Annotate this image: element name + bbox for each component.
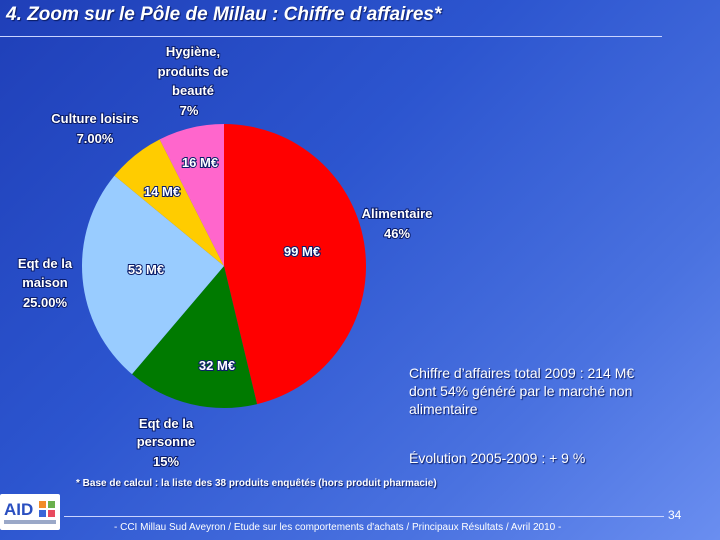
- label-maison-line1: Eqt de la: [18, 256, 73, 271]
- pie-slice-maison: [81, 175, 224, 375]
- slice-label-maison: Eqt de la maison 25.00%: [17, 255, 74, 311]
- label-alimentaire-line1: Alimentaire: [362, 206, 433, 221]
- label-culture-line1: Culture loisirs: [51, 111, 138, 126]
- pie-slice-alimentaire: [224, 124, 366, 405]
- value-label-hygiene: 16 M€: [182, 155, 218, 170]
- title-divider: [0, 36, 662, 37]
- slice-label-alimentaire: Alimentaire 46%: [361, 205, 434, 242]
- pie-slice-hygiene: [159, 124, 224, 266]
- label-personne-line3: 15%: [153, 454, 179, 469]
- summary-line-1: Chiffre d’affaires total 2009 : 214 M€: [409, 365, 635, 381]
- label-culture-line2: 7.00%: [77, 131, 114, 146]
- page-number: 34: [668, 508, 682, 522]
- slice-label-culture: Culture loisirs 7.00%: [50, 110, 139, 147]
- slice-label-hygiene: Hygiène, produits de beauté 7%: [157, 43, 230, 119]
- logo-text: AID: [4, 500, 34, 519]
- footer-text: - CCI Millau Sud Aveyron / Etude sur les…: [114, 522, 562, 533]
- pie-slice-culture: [114, 139, 224, 266]
- value-label-culture: 14 M€: [144, 184, 180, 199]
- logo-subline: [4, 520, 56, 524]
- label-personne-line2: personne: [137, 434, 196, 449]
- footer-divider: [64, 516, 664, 517]
- label-hygiene-line2: produits de: [158, 64, 229, 79]
- aid-logo: AID: [0, 494, 60, 530]
- pie-slices: [81, 124, 366, 408]
- summary-text: Chiffre d’affaires total 2009 : 214 M€ d…: [409, 364, 699, 418]
- value-label-maison: 53 M€: [128, 262, 164, 277]
- label-alimentaire-line2: 46%: [384, 226, 410, 241]
- label-hygiene-line1: Hygiène,: [166, 44, 220, 59]
- logo-mark-icon: [39, 501, 55, 517]
- summary-line-2: dont 54% généré par le marché non: [409, 383, 633, 399]
- pie-slice-personne: [132, 266, 258, 408]
- label-maison-line2: maison: [22, 275, 68, 290]
- label-hygiene-line4: 7%: [180, 103, 199, 118]
- evolution-text: Évolution 2005-2009 : + 9 %: [409, 450, 586, 466]
- slide-title: 4. Zoom sur le Pôle de Millau : Chiffre …: [6, 4, 442, 25]
- label-personne-line1: Eqt de la: [139, 416, 194, 431]
- summary-line-3: alimentaire: [409, 401, 478, 417]
- label-hygiene-line3: beauté: [172, 83, 214, 98]
- footnote: * Base de calcul : la liste des 38 produ…: [76, 478, 437, 489]
- label-maison-line3: 25.00%: [23, 295, 68, 310]
- slice-label-personne: Eqt de la personne 15%: [136, 415, 197, 470]
- value-label-personne: 32 M€: [199, 358, 235, 373]
- value-label-alimentaire: 99 M€: [284, 244, 320, 259]
